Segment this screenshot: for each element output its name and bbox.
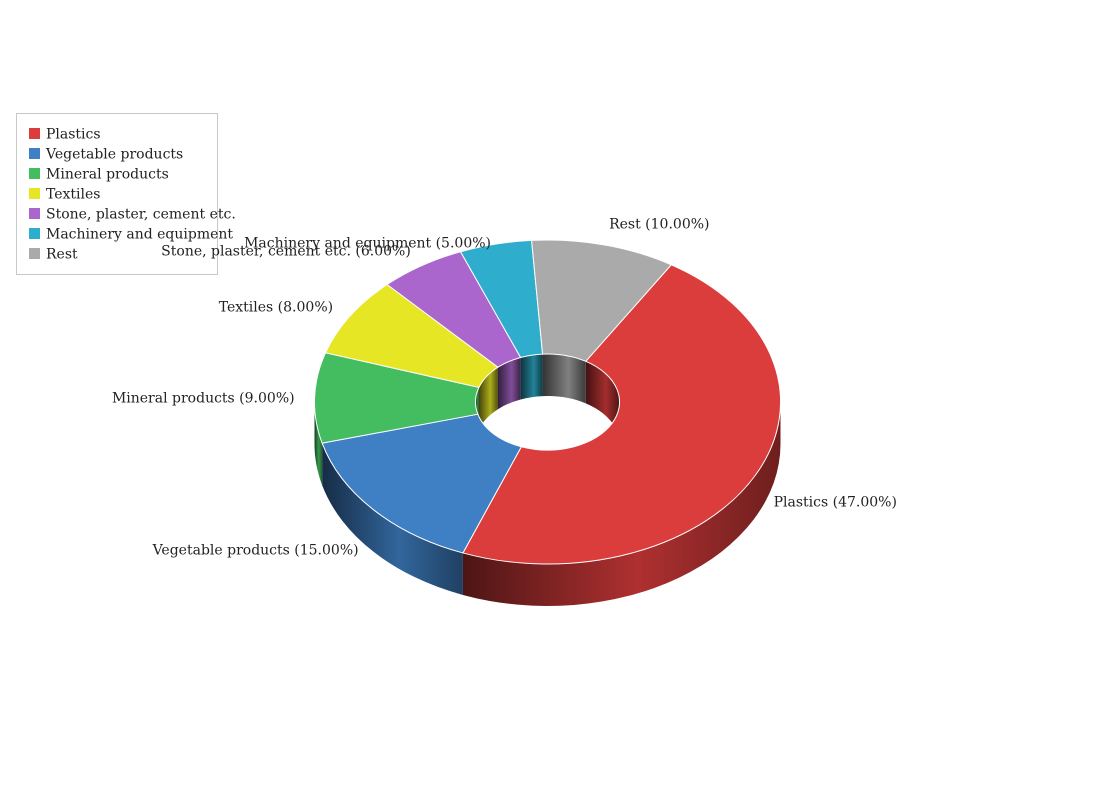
slice-mineral-products [313, 352, 480, 444]
inner-wall-machinery-and-equipment [520, 354, 543, 400]
inner-wall-plastics [585, 361, 620, 444]
legend-swatch-machinery-and-equipment [29, 228, 40, 239]
legend-swatch-plastics [29, 128, 40, 139]
legend-swatch-mineral-products [29, 168, 40, 179]
donut-top-faces [313, 239, 782, 565]
legend-label-textiles: Textiles [46, 187, 100, 203]
legend-box [16, 113, 218, 275]
inner-wall-textiles [478, 367, 498, 430]
inner-wall-rest [542, 353, 586, 404]
legend: Plastics Vegetable products Mineral produc… [16, 113, 236, 275]
legend-swatch-vegetable-products [29, 148, 40, 159]
inner-wall-stone-plaster-cement-etc [497, 357, 521, 410]
side-wall-vegetable-products [322, 443, 463, 595]
label-mineral-products: Mineral products (9.00%) [112, 390, 295, 406]
slice-rest [531, 239, 672, 362]
slice-vegetable-products [321, 413, 522, 554]
slice-labels: Plastics (47.00%) Vegetable products (15.… [112, 216, 897, 558]
label-textiles: Textiles (8.00%) [219, 299, 333, 315]
label-rest: Rest (10.00%) [609, 216, 709, 232]
legend-swatch-rest [29, 248, 40, 259]
legend-swatch-textiles [29, 188, 40, 199]
label-machinery-and-equipment: Machinery and equipment (5.00%) [244, 236, 491, 252]
legend-label-mineral-products: Mineral products [46, 167, 169, 183]
legend-label-machinery-and-equipment: Machinery and equipment [46, 227, 233, 243]
label-plastics: Plastics (47.00%) [774, 495, 897, 511]
legend-label-stone-plaster-cement-etc: Stone, plaster, cement etc. [46, 207, 236, 223]
legend-swatch-stone-plaster-cement-etc [29, 208, 40, 219]
legend-label-plastics: Plastics [46, 127, 101, 143]
legend-label-rest: Rest [46, 247, 78, 263]
side-wall-plastics [462, 402, 781, 607]
label-vegetable-products: Vegetable products (15.00%) [152, 543, 359, 559]
legend-label-vegetable-products: Vegetable products [45, 147, 183, 163]
slice-plastics [462, 264, 782, 565]
label-stone-plaster-cement-etc: Stone, plaster, cement etc. (6.00%) [161, 244, 411, 260]
